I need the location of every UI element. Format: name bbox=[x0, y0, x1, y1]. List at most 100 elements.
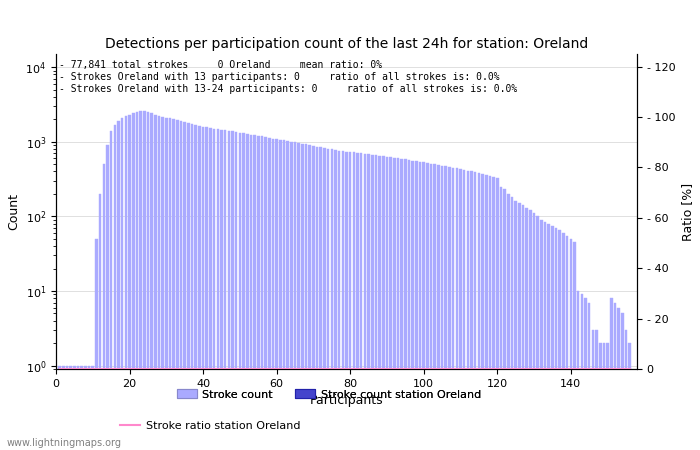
Bar bbox=[584, 298, 587, 450]
Y-axis label: Ratio [%]: Ratio [%] bbox=[681, 182, 694, 241]
Bar bbox=[275, 139, 278, 450]
Bar bbox=[113, 125, 116, 450]
Bar bbox=[231, 131, 234, 450]
Bar bbox=[474, 172, 477, 450]
Bar bbox=[312, 146, 315, 450]
Bar bbox=[334, 150, 337, 450]
Bar bbox=[536, 216, 539, 450]
Bar bbox=[551, 226, 554, 450]
Bar bbox=[356, 153, 359, 450]
Bar bbox=[603, 343, 606, 450]
Bar bbox=[327, 149, 330, 450]
Bar bbox=[209, 127, 211, 450]
Bar bbox=[349, 152, 351, 450]
Bar bbox=[624, 330, 627, 450]
Bar bbox=[143, 112, 146, 450]
Bar bbox=[323, 148, 326, 450]
Bar bbox=[467, 171, 469, 450]
Bar bbox=[294, 142, 296, 450]
Bar bbox=[330, 149, 333, 450]
Bar bbox=[220, 130, 223, 450]
Bar bbox=[121, 118, 123, 450]
Bar bbox=[176, 120, 178, 450]
Bar bbox=[614, 302, 616, 450]
Legend: Stroke count, Stroke count station Oreland: Stroke count, Stroke count station Orela… bbox=[172, 385, 486, 404]
Bar bbox=[433, 164, 436, 450]
Bar bbox=[588, 302, 591, 450]
Bar bbox=[562, 233, 565, 450]
Bar bbox=[580, 294, 583, 450]
Bar bbox=[290, 142, 293, 450]
Bar bbox=[477, 173, 480, 450]
Bar bbox=[522, 206, 524, 450]
Bar bbox=[606, 343, 609, 450]
Legend: Stroke ratio station Oreland: Stroke ratio station Oreland bbox=[116, 416, 304, 436]
Bar bbox=[154, 115, 157, 450]
Bar bbox=[547, 224, 550, 450]
Bar bbox=[342, 151, 344, 450]
Bar bbox=[419, 162, 421, 450]
Bar bbox=[526, 208, 528, 450]
Bar bbox=[257, 136, 260, 450]
Bar bbox=[441, 166, 443, 450]
Bar bbox=[268, 138, 271, 450]
Bar bbox=[595, 330, 598, 450]
Bar bbox=[482, 174, 484, 450]
Bar bbox=[599, 343, 601, 450]
Bar bbox=[444, 166, 447, 450]
Bar bbox=[283, 140, 286, 450]
Bar bbox=[253, 135, 256, 450]
Bar bbox=[407, 160, 410, 450]
Bar bbox=[106, 145, 108, 450]
Bar bbox=[187, 123, 190, 450]
Bar bbox=[555, 228, 557, 450]
Bar bbox=[573, 242, 576, 450]
Bar bbox=[301, 144, 304, 450]
Bar bbox=[400, 159, 403, 450]
Bar bbox=[559, 230, 561, 450]
Bar bbox=[62, 365, 64, 450]
Bar bbox=[309, 145, 311, 450]
Bar bbox=[110, 131, 113, 450]
Bar bbox=[235, 132, 237, 450]
Bar bbox=[77, 365, 79, 450]
Bar bbox=[162, 117, 164, 450]
Bar bbox=[216, 129, 219, 450]
Bar bbox=[180, 121, 182, 450]
Bar bbox=[136, 112, 138, 450]
Bar bbox=[592, 330, 594, 450]
Bar bbox=[92, 365, 94, 450]
Bar bbox=[404, 159, 407, 450]
Bar bbox=[389, 157, 392, 450]
Bar bbox=[169, 118, 172, 450]
Bar bbox=[224, 130, 226, 450]
Bar bbox=[386, 157, 389, 450]
Bar bbox=[213, 129, 216, 450]
Bar bbox=[470, 171, 473, 450]
Title: Detections per participation count of the last 24h for station: Oreland: Detections per participation count of th… bbox=[105, 37, 588, 51]
Bar bbox=[382, 156, 384, 450]
Bar bbox=[338, 151, 340, 450]
Bar bbox=[150, 113, 153, 450]
Bar bbox=[73, 365, 76, 450]
Bar bbox=[492, 177, 495, 450]
Bar bbox=[577, 291, 580, 450]
Bar bbox=[316, 147, 318, 450]
Bar bbox=[533, 213, 536, 450]
Bar bbox=[426, 163, 428, 450]
Bar bbox=[363, 154, 366, 450]
Bar bbox=[319, 148, 322, 450]
Bar bbox=[99, 194, 101, 450]
Bar bbox=[228, 131, 230, 450]
Bar bbox=[430, 163, 433, 450]
Bar bbox=[437, 165, 440, 450]
Bar bbox=[353, 153, 355, 450]
Bar bbox=[448, 167, 451, 450]
Bar bbox=[172, 119, 175, 450]
Bar bbox=[250, 135, 252, 450]
Bar bbox=[183, 122, 186, 450]
Text: - 77,841 total strokes     0 Oreland     mean ratio: 0%
- Strokes Oreland with 1: - 77,841 total strokes 0 Oreland mean ra… bbox=[59, 60, 517, 94]
Bar bbox=[88, 365, 90, 450]
Bar bbox=[371, 155, 374, 450]
Bar bbox=[503, 189, 506, 450]
